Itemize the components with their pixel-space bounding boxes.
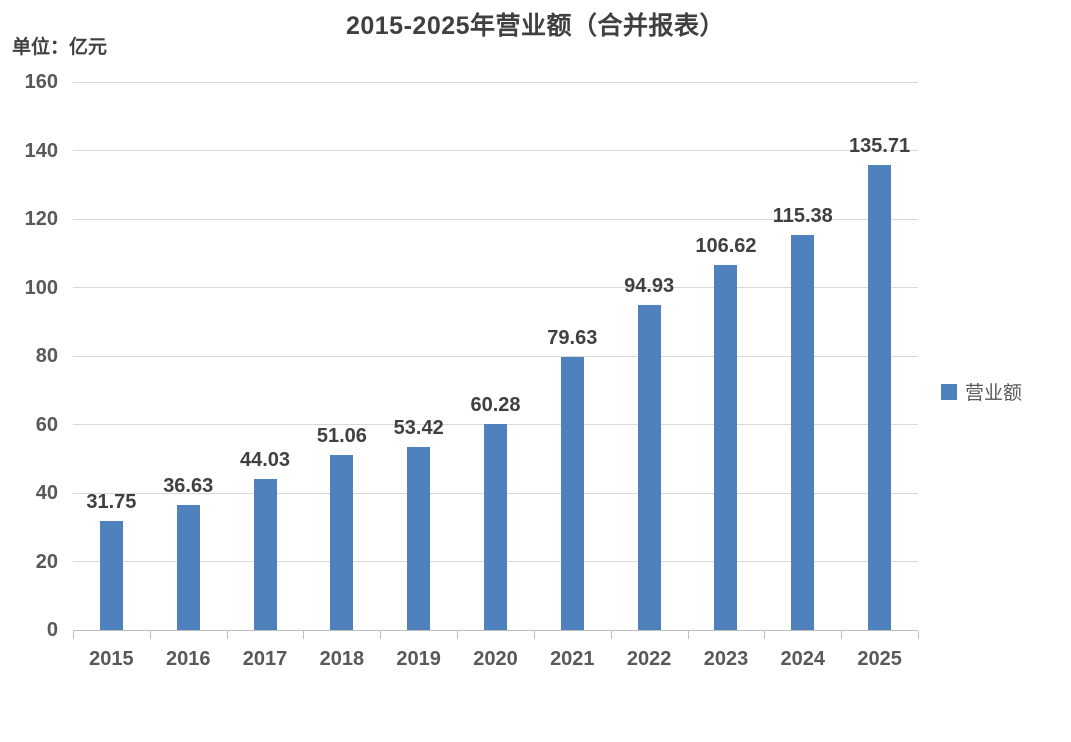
x-axis-tick-label: 2015 xyxy=(89,648,134,670)
x-axis-tick-label: 2022 xyxy=(626,648,672,670)
gridline xyxy=(73,150,918,151)
y-axis-unit-label: 单位：亿元 xyxy=(12,37,108,58)
chart-title: 2015-2025年营业额（合并报表） xyxy=(345,12,726,40)
bar xyxy=(407,447,431,630)
y-axis-tick-label: 140 xyxy=(24,139,58,162)
bar-value-label: 60.28 xyxy=(470,393,521,416)
bar-value-label: 135.71 xyxy=(848,135,911,158)
y-axis-tick-label: 20 xyxy=(35,550,58,573)
legend-label: 营业额 xyxy=(965,383,1023,404)
y-axis-tick-label: 80 xyxy=(35,345,58,367)
bar xyxy=(484,423,507,630)
bar xyxy=(330,455,354,630)
x-axis-tick-label: 2019 xyxy=(396,648,441,670)
bar-value-label: 106.62 xyxy=(695,234,757,257)
x-axis-tick-mark xyxy=(533,631,535,639)
x-axis-tick-mark xyxy=(380,631,382,639)
gridline xyxy=(73,287,918,288)
x-axis-tick-mark xyxy=(687,631,689,639)
y-axis-tick-label: 100 xyxy=(24,276,58,299)
x-axis-tick-mark xyxy=(457,631,459,639)
legend-square-icon xyxy=(941,383,957,400)
bar xyxy=(868,165,892,630)
bar xyxy=(253,479,277,630)
bar-value-label: 94.93 xyxy=(624,274,675,297)
bar xyxy=(560,357,584,630)
bar-value-label: 115.38 xyxy=(772,204,833,227)
bar-value-label: 44.03 xyxy=(240,449,291,472)
bar xyxy=(637,304,661,630)
x-axis-tick-label: 2023 xyxy=(703,648,749,670)
x-axis-tick-label: 2017 xyxy=(242,648,288,670)
x-axis-tick-label: 2018 xyxy=(319,648,365,670)
x-axis-tick-label: 2020 xyxy=(473,648,518,670)
y-axis-tick-label: 0 xyxy=(46,619,58,641)
bar-value-label: 31.75 xyxy=(86,491,137,514)
x-axis-tick-mark xyxy=(303,631,305,639)
x-axis-tick-mark xyxy=(149,631,151,639)
y-axis-tick-label: 40 xyxy=(35,482,58,504)
legend: 营业额 xyxy=(941,378,1022,405)
x-axis-tick-label: 2021 xyxy=(550,648,595,670)
y-axis-tick-label: 120 xyxy=(24,208,58,230)
x-axis-tick-label: 2016 xyxy=(165,648,211,670)
x-axis-line xyxy=(73,630,918,631)
x-axis-tick-mark xyxy=(226,631,228,639)
gridline xyxy=(73,81,918,83)
bar xyxy=(99,521,123,630)
bar-value-label: 51.06 xyxy=(316,425,367,448)
bar-value-label: 79.63 xyxy=(547,327,598,350)
bar xyxy=(791,234,815,630)
x-axis-tick-label: 2024 xyxy=(780,648,826,670)
bar xyxy=(714,264,738,630)
gridline xyxy=(73,355,918,357)
x-axis-tick-label: 2025 xyxy=(857,648,902,670)
y-axis-tick-label: 60 xyxy=(35,413,58,436)
y-axis-tick-label: 160 xyxy=(24,71,58,93)
bar xyxy=(176,504,200,630)
x-axis-tick-mark xyxy=(764,631,766,639)
x-axis-tick-mark xyxy=(841,631,843,639)
bar-value-label: 36.63 xyxy=(163,474,214,497)
gridline xyxy=(73,218,918,220)
x-axis-tick-mark xyxy=(610,631,612,639)
x-axis-tick-mark xyxy=(918,631,919,639)
x-axis-tick-mark xyxy=(73,631,74,639)
bar-value-label: 53.42 xyxy=(393,417,444,440)
